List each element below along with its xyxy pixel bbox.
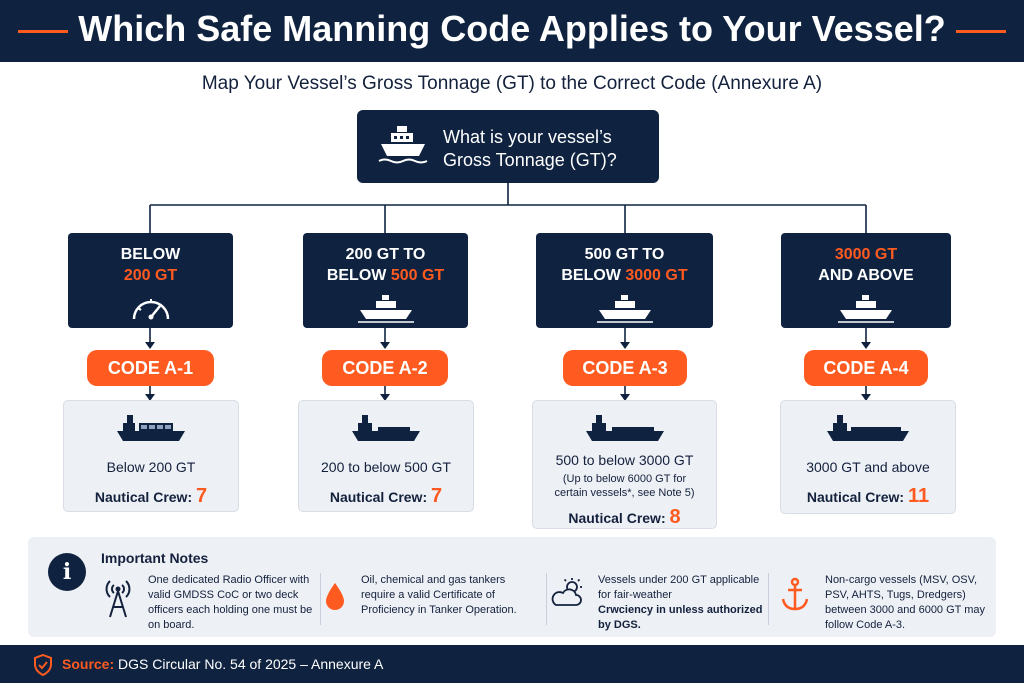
source-label: Source:: [62, 656, 115, 672]
crew-count: 8: [669, 506, 681, 528]
category-value: 500 GT: [390, 267, 445, 284]
category-below-200: BELOW 200 GT: [68, 233, 233, 328]
code-badge-a3: CODE A-3: [563, 350, 687, 386]
note-tankers: Oil, chemical and gas tankers require a …: [361, 574, 517, 616]
notes-divider: [768, 573, 769, 625]
code-badge-a1: CODE A-1: [87, 350, 214, 386]
question-line2: Gross Tonnage (GT)?: [443, 150, 617, 170]
category-200-to-500: 200 GT TO BELOW 500 GT: [303, 233, 468, 328]
category-value: 200 GT: [123, 267, 178, 284]
note-fair-weather: Vessels under 200 GT applicable for fair…: [598, 573, 768, 633]
source-text: DGS Circular No. 54 of 2025 – Annexure A: [114, 656, 384, 672]
card-range: 3000 GT and above: [806, 459, 930, 475]
speedometer-icon: [132, 299, 169, 320]
card-range: 200 to below 500 GT: [321, 459, 451, 475]
category-label: 200 GT TO: [345, 246, 426, 263]
tanker-ship-icon: [352, 415, 420, 441]
header-banner: Which Safe Manning Code Applies to Your …: [0, 0, 1024, 62]
footer-bar: Source: DGS Circular No. 54 of 2025 – An…: [0, 645, 1024, 683]
code-badge-a4: CODE A-4: [804, 350, 928, 386]
card-range: Below 200 GT: [106, 459, 196, 475]
category-500-to-3000: 500 GT TO BELOW 3000 GT: [536, 233, 713, 328]
question-line1: What is your vessel’s: [443, 127, 612, 147]
category-label: 500 GT TO: [584, 246, 665, 263]
crew-label: Nautical Crew:: [806, 489, 905, 505]
large-tanker-ship-icon: [827, 415, 909, 441]
ship-icon: [378, 126, 428, 164]
crew-label: Nautical Crew:: [568, 510, 666, 526]
radio-tower-icon: [105, 580, 131, 618]
crew-count: 7: [196, 485, 208, 507]
info-icon: i: [48, 553, 86, 591]
code-card-a4: 3000 GT and above Nautical Crew: 11: [780, 400, 956, 514]
category-label: BELOW: [120, 246, 181, 263]
category-value: 3000 GT: [625, 267, 688, 284]
notes-divider: [320, 573, 321, 625]
crew-label: Nautical Crew:: [329, 489, 428, 505]
cargo-ship-icon: [117, 415, 185, 441]
note-fair-weather-bold: Crwciency in unless authorized by DGS.: [598, 604, 763, 631]
notes-divider: [546, 573, 547, 625]
shield-check-icon: [34, 654, 52, 676]
notes-title: Important Notes: [101, 550, 209, 566]
category-3000-and-above: 3000 GT AND ABOVE: [781, 233, 951, 328]
code-card-a3: 500 to below 3000 GT (Up to below 6000 G…: [532, 400, 717, 529]
ship-icon: [596, 295, 653, 323]
note-fair-weather-text: Vessels under 200 GT applicable for fair…: [598, 574, 760, 601]
tanker-ship-icon: [585, 415, 664, 441]
header-dash-left: [18, 30, 68, 33]
crew-label: Nautical Crew:: [94, 489, 193, 505]
category-value: 3000 GT: [834, 246, 898, 263]
category-label-prefix: BELOW: [326, 267, 391, 284]
crew-count: 11: [907, 485, 930, 507]
card-note: (Up to below 6000 GT for certain vessels…: [554, 473, 695, 499]
note-radio-officer: One dedicated Radio Officer with valid G…: [148, 574, 313, 631]
question-box: What is your vessel’s Gross Tonnage (GT)…: [357, 110, 659, 183]
code-card-a1: Below 200 GT Nautical Crew: 7: [63, 400, 239, 512]
code-badge-a2: CODE A-2: [322, 350, 448, 386]
page-title: Which Safe Manning Code Applies to Your …: [78, 8, 946, 49]
category-label: AND ABOVE: [818, 267, 914, 284]
code-card-a2: 200 to below 500 GT Nautical Crew: 7: [298, 400, 474, 512]
source-citation: Source: DGS Circular No. 54 of 2025 – An…: [62, 656, 383, 672]
category-label-prefix: BELOW: [561, 267, 626, 284]
ship-icon: [838, 295, 894, 323]
note-non-cargo: Non-cargo vessels (MSV, OSV, PSV, AHTS, …: [825, 574, 986, 631]
crew-count: 7: [431, 485, 443, 507]
oil-drop-icon: [326, 583, 344, 610]
important-notes-panel: i Important Notes One dedicated Radio Of…: [28, 537, 996, 637]
weather-icon: [551, 578, 582, 606]
header-dash-right: [956, 30, 1006, 33]
page-subtitle: Map Your Vessel’s Gross Tonnage (GT) to …: [201, 73, 823, 94]
ship-icon: [357, 295, 414, 323]
card-range: 500 to below 3000 GT: [555, 452, 694, 468]
anchor-icon: [781, 577, 809, 611]
